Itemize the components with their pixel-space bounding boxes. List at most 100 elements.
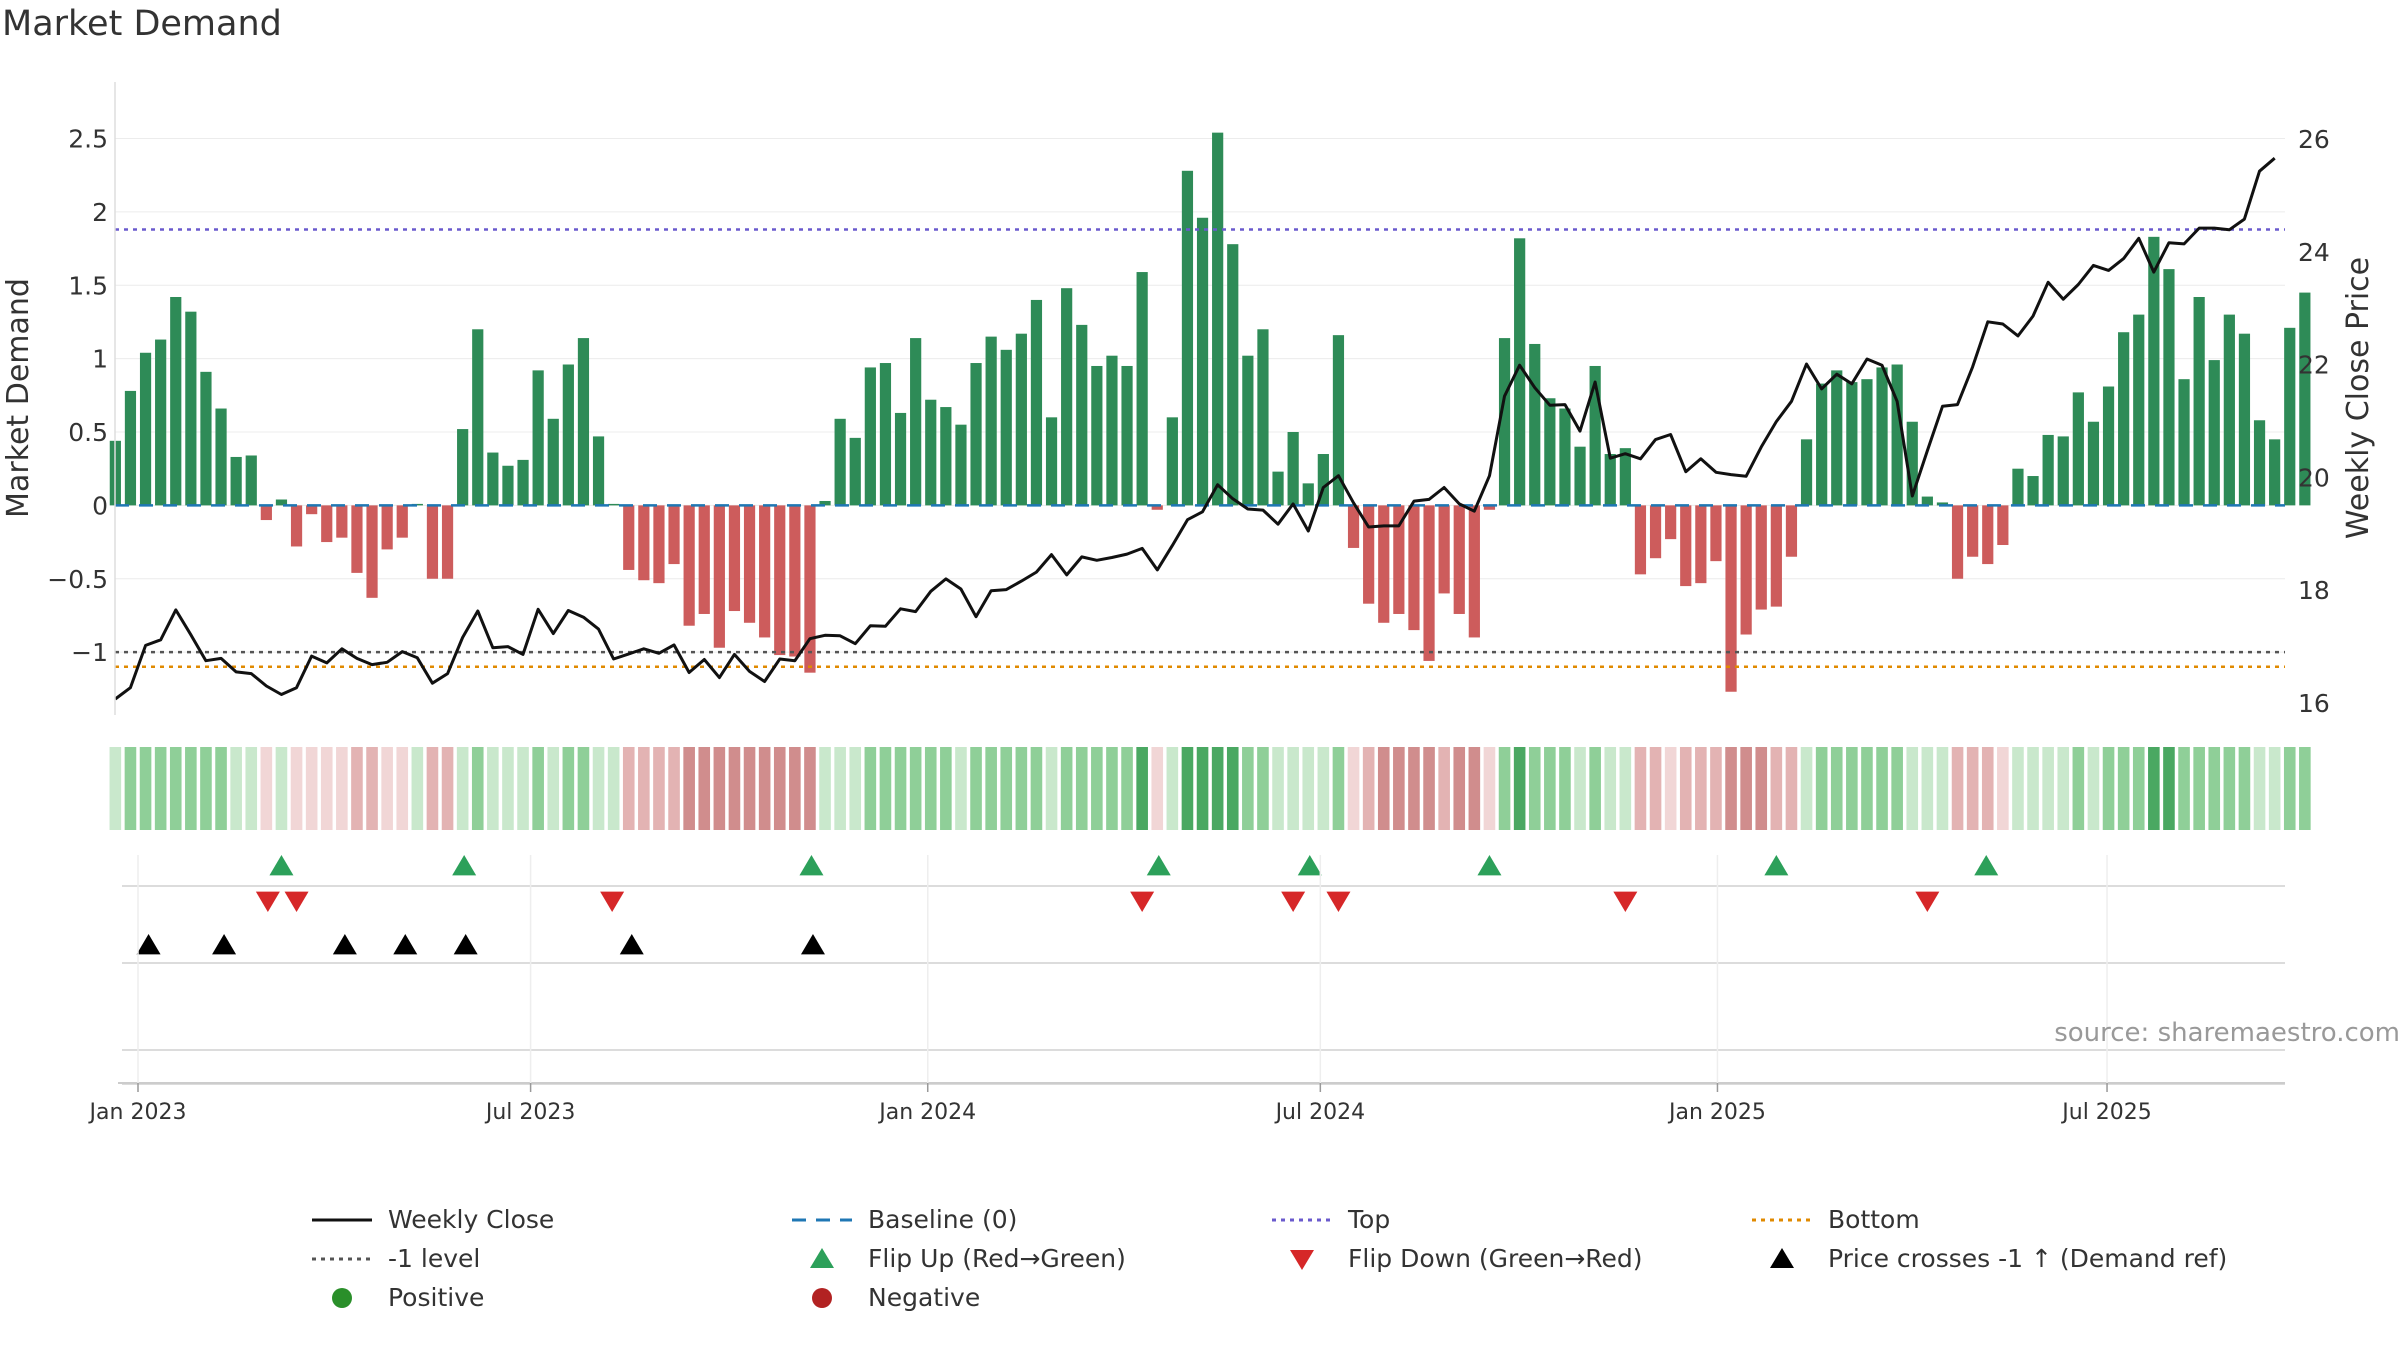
demand-bar — [1212, 132, 1224, 506]
demand-bar — [592, 436, 605, 506]
x-tick-label: Jul 2025 — [2060, 1100, 2152, 1125]
strip-cell — [1800, 747, 1813, 830]
strip-cell — [1362, 747, 1375, 830]
legend-label: Positive — [388, 1283, 485, 1312]
demand-bar — [1846, 382, 1858, 506]
strip-cell — [743, 747, 756, 830]
demand-bar — [1861, 379, 1873, 506]
demand-bar — [1982, 505, 1994, 565]
demand-bar — [789, 505, 801, 657]
strip-cell — [592, 747, 605, 830]
demand-bar — [1076, 324, 1088, 506]
date-axis: Jan 2023 Jul 2023 Jan 2024 Jul 2024 Jan 2025… — [88, 855, 2285, 1125]
demand-bar — [804, 505, 816, 673]
demand-bar — [1831, 370, 1843, 506]
strip-cell — [1649, 747, 1662, 830]
y2-tick-label: 24 — [2298, 238, 2330, 267]
strip-cell — [1468, 747, 1481, 830]
demand-bar — [2072, 392, 2084, 506]
demand-bar — [1544, 398, 1556, 506]
flip-down-marker — [1326, 891, 1351, 912]
demand-bar — [155, 339, 167, 506]
demand-bar — [1378, 505, 1390, 623]
legend-swatch — [1272, 1218, 1332, 1221]
strip-cell — [1770, 747, 1783, 830]
demand-bar — [1921, 496, 1933, 506]
y2-tick-label: 20 — [2298, 463, 2330, 492]
strip-cell — [1377, 747, 1390, 830]
strip-cell — [426, 747, 439, 830]
x-tick-label: Jan 2023 — [88, 1100, 187, 1125]
strip-cell — [200, 747, 212, 830]
demand-bar — [1604, 454, 1616, 506]
chart-title: Market Demand — [2, 4, 282, 44]
legend: Weekly Close Baseline (0) Top Bottom -1 leve… — [310, 1200, 2260, 1317]
strip-cell — [834, 747, 846, 830]
strip-cell — [1226, 747, 1239, 830]
legend-item: Price crosses -1 ↑ (Demand ref) — [1750, 1244, 2230, 1273]
strip-cell — [487, 747, 499, 830]
strip-cell — [2148, 747, 2160, 830]
price-cross-marker — [332, 934, 357, 955]
strip-cell — [2012, 747, 2024, 830]
demand-bar — [1408, 505, 1420, 631]
y-tick-label: 2.5 — [68, 125, 108, 154]
demand-bar — [1574, 446, 1586, 506]
demand-bar — [774, 505, 786, 656]
strip-cell — [517, 747, 529, 830]
strip-cell — [2102, 747, 2115, 830]
strip-cell — [607, 747, 620, 830]
demand-bar — [2253, 420, 2266, 506]
weekly-close-line — [114, 157, 2276, 701]
demand-bar — [2284, 327, 2296, 506]
flip-up-marker — [1477, 855, 1502, 876]
strip-cell — [562, 747, 575, 830]
demand-bar — [336, 505, 348, 538]
demand-bar — [1619, 448, 1631, 506]
strip-cell — [1830, 747, 1843, 830]
demand-bar — [1181, 170, 1194, 506]
y2-tick-label: 18 — [2298, 576, 2330, 605]
demand-bar — [834, 418, 846, 506]
demand-bar — [1347, 505, 1360, 548]
demand-bar — [623, 505, 635, 570]
legend-row: Positive Negative — [310, 1278, 2260, 1317]
reference-lines — [115, 228, 2285, 669]
legend-swatch — [1752, 1218, 1812, 1221]
y2-tick-label: 22 — [2298, 351, 2330, 380]
strip-cell — [441, 747, 454, 830]
strip-cell — [1030, 747, 1043, 830]
flip-up-marker — [1297, 855, 1322, 876]
demand-bar — [260, 505, 272, 521]
strip-cell — [1559, 747, 1571, 830]
strip-cell — [1997, 747, 2009, 830]
price-cross-marker — [136, 934, 161, 955]
demand-bar — [2148, 236, 2160, 506]
demand-bar — [1302, 483, 1314, 506]
demand-bar — [1906, 421, 1918, 506]
legend-item: Flip Down (Green→Red) — [1270, 1244, 1750, 1273]
x-tick-label: Jan 2024 — [877, 1100, 976, 1125]
demand-bar — [1257, 329, 1269, 506]
strip-cell — [1981, 747, 1994, 830]
strip-cell — [1544, 747, 1556, 830]
demand-bar — [1649, 505, 1662, 559]
strip-cell — [864, 747, 877, 830]
y-tick-label: 1 — [92, 345, 108, 374]
strip-cell — [1000, 747, 1013, 830]
demand-bar — [517, 459, 529, 506]
demand-bar — [1106, 355, 1118, 506]
strip-cell — [1876, 747, 1888, 830]
strip-cell — [275, 747, 288, 830]
demand-bar — [1363, 505, 1375, 604]
strip-cell — [1513, 747, 1526, 830]
demand-bar — [1559, 408, 1571, 506]
demand-bar — [1680, 505, 1692, 587]
strip-cell — [1755, 747, 1768, 830]
strip-cell — [411, 747, 424, 830]
demand-bar — [879, 363, 892, 506]
strip-cell — [804, 747, 816, 830]
demand-bar — [1876, 367, 1888, 506]
demand-bar — [1393, 505, 1405, 614]
flip-up-marker — [1974, 855, 1999, 876]
